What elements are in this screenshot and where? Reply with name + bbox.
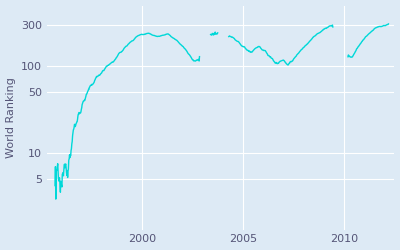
- Y-axis label: World Ranking: World Ranking: [6, 77, 16, 158]
